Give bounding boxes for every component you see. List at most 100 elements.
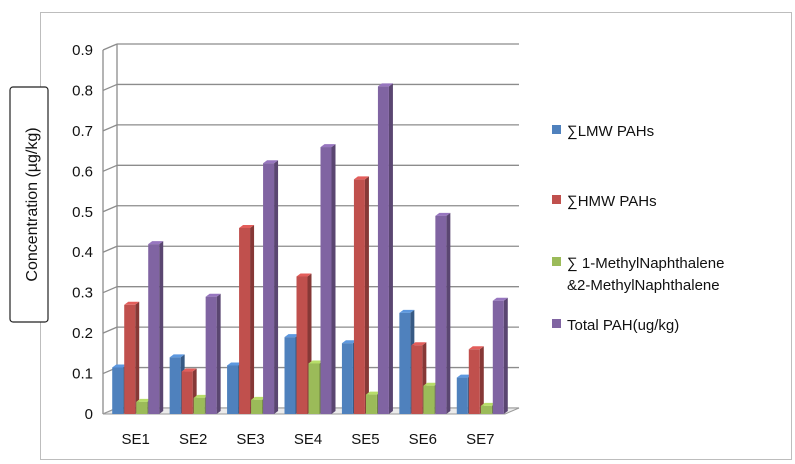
bar-front xyxy=(251,399,263,414)
bar-front xyxy=(411,345,423,414)
bar-front xyxy=(320,147,332,415)
y-tick-label: 0.8 xyxy=(72,82,93,99)
bar-top xyxy=(435,212,451,216)
y-axis-label-box xyxy=(9,86,49,323)
legend-label: ∑HMW PAHs xyxy=(567,193,657,210)
gridline-side xyxy=(102,43,118,51)
bar-front xyxy=(435,215,447,414)
bar xyxy=(239,224,255,414)
gridline-side xyxy=(102,124,118,132)
bar-front xyxy=(423,385,435,414)
bar-top xyxy=(423,382,439,386)
legend-label: ∑ 1-MethylNaphthalene xyxy=(567,255,724,272)
bar-top xyxy=(251,396,267,400)
y-tick-label: 0.9 xyxy=(72,42,93,59)
gridline-side xyxy=(102,205,118,213)
bar-front xyxy=(468,349,480,414)
x-tick-label: SE3 xyxy=(236,431,264,448)
bar-top xyxy=(341,340,357,344)
bar-front xyxy=(399,312,411,414)
back-wall-panel xyxy=(117,44,519,408)
x-tick-labels: SE1 SE2 SE3 SE4 SE5 SE6 SE7 xyxy=(122,431,495,448)
bar-top xyxy=(320,144,336,148)
bar-front xyxy=(112,367,124,414)
bar-top xyxy=(136,398,152,402)
y-tick-label: 0.2 xyxy=(72,325,93,342)
bar-side xyxy=(446,212,451,414)
legend-item: Total PAH(ug/kg) xyxy=(552,317,679,334)
bar-side xyxy=(331,144,336,415)
bar-front xyxy=(353,179,365,414)
legend-item: ∑LMW PAHs xyxy=(552,123,654,140)
bar-top xyxy=(308,360,324,364)
bar-front xyxy=(136,401,148,414)
bar-front xyxy=(148,244,160,414)
bar-front xyxy=(227,365,239,414)
legend-label: &2-MethylNaphthalene xyxy=(567,277,720,294)
bar-side xyxy=(364,176,369,414)
legend-swatch xyxy=(552,319,561,328)
bar-top xyxy=(205,293,221,297)
y-tick-label: 0.6 xyxy=(72,163,93,180)
bar-front xyxy=(296,276,308,414)
legend-swatch xyxy=(552,257,561,266)
legend-swatch xyxy=(552,195,561,204)
bar-side xyxy=(388,83,393,415)
y-tick-label: 0.4 xyxy=(72,244,93,261)
bar-top xyxy=(284,334,300,338)
bar-side xyxy=(135,301,140,414)
x-tick-label: SE2 xyxy=(179,431,207,448)
bar-top xyxy=(181,368,197,372)
bar-top xyxy=(377,83,393,87)
legend-item: ∑ 1-MethylNaphthalene&2-MethylNaphthalen… xyxy=(552,255,724,294)
bar xyxy=(468,346,484,414)
bar-top xyxy=(112,364,128,368)
bar xyxy=(205,293,221,414)
bar-top xyxy=(296,273,312,277)
bar-front xyxy=(492,300,504,414)
bar-top xyxy=(227,362,243,366)
bar xyxy=(148,241,164,414)
bar-top xyxy=(468,346,484,350)
bar-top xyxy=(480,402,496,406)
y-tick-label: 0.3 xyxy=(72,285,93,302)
y-axis-label: Concentration (µg/kg) xyxy=(24,127,41,281)
bar xyxy=(435,212,451,414)
bar-front xyxy=(341,343,353,414)
x-tick-label: SE6 xyxy=(409,431,437,448)
bar-top xyxy=(492,297,508,301)
legend: ∑LMW PAHs∑HMW PAHs∑ 1-MethylNaphthalene&… xyxy=(552,123,724,334)
bar xyxy=(124,301,140,414)
legend-label: Total PAH(ug/kg) xyxy=(567,317,679,334)
bar-side xyxy=(503,297,508,414)
bar-top xyxy=(239,224,255,228)
y-axis-label-group: Concentration (µg/kg) xyxy=(9,86,49,323)
bar-side xyxy=(479,346,484,414)
y-tick-label: 0.5 xyxy=(72,204,93,221)
bar xyxy=(353,176,369,414)
bar-front xyxy=(239,227,251,414)
x-tick-label: SE5 xyxy=(351,431,379,448)
y-tick-labels: 0 0.1 0.2 0.3 0.4 0.5 0.6 0.7 0.8 0.9 xyxy=(72,42,93,423)
bar-top xyxy=(365,391,381,395)
chart-back-wall xyxy=(117,44,519,408)
bar-top xyxy=(193,394,209,398)
bar-side xyxy=(250,224,255,414)
y-tick-label: 0.7 xyxy=(72,123,93,140)
bar xyxy=(377,83,393,415)
bar-front xyxy=(308,363,320,414)
x-tick-label: SE4 xyxy=(294,431,322,448)
y-tick-label: 0.1 xyxy=(72,366,93,383)
bar-top xyxy=(169,354,185,358)
x-tick-label: SE1 xyxy=(122,431,150,448)
bar-front xyxy=(205,296,217,414)
gridline-side xyxy=(102,164,118,172)
bar xyxy=(320,144,336,415)
bar-front xyxy=(124,304,136,414)
bar-top xyxy=(399,309,415,313)
bar-top xyxy=(263,160,279,164)
bar-top xyxy=(148,241,164,245)
bar-top xyxy=(353,176,369,180)
gridline-side xyxy=(102,83,118,92)
